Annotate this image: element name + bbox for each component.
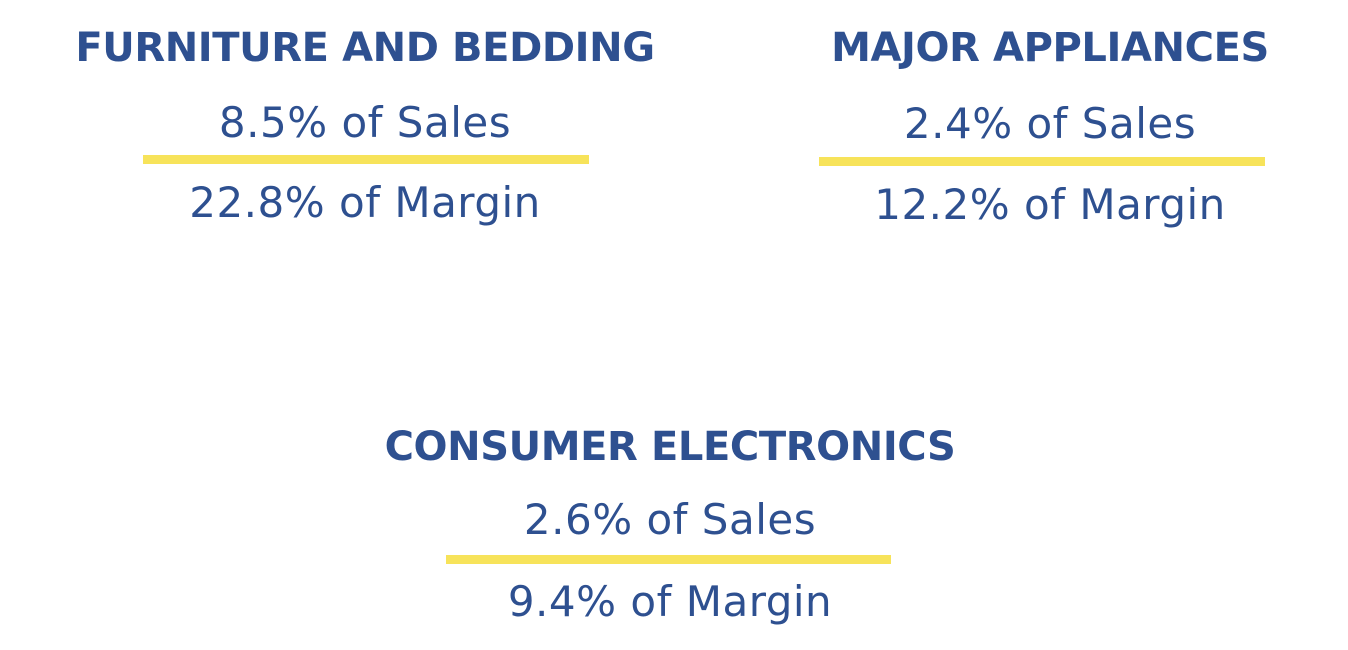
category-title: CONSUMER ELECTRONICS (384, 424, 956, 470)
divider-line (446, 555, 891, 564)
sales-share: 2.4% of Sales (903, 99, 1197, 148)
sales-share: 8.5% of Sales (218, 98, 512, 147)
category-consumer-electronics: CONSUMER ELECTRONICS 2.6% of Sales 9.4% … (330, 427, 1010, 627)
category-furniture-and-bedding: FURNITURE AND BEDDING 8.5% of Sales 22.8… (30, 28, 700, 228)
sales-share: 2.6% of Sales (523, 495, 817, 544)
divider-line (819, 157, 1265, 166)
margin-share: 22.8% of Margin (189, 178, 541, 227)
category-title: FURNITURE AND BEDDING (75, 25, 655, 71)
category-major-appliances: MAJOR APPLIANCES 2.4% of Sales 12.2% of … (790, 28, 1310, 228)
margin-share: 9.4% of Margin (507, 577, 833, 626)
category-title: MAJOR APPLIANCES (831, 25, 1269, 71)
margin-share: 12.2% of Margin (874, 180, 1226, 229)
divider-line (143, 155, 589, 164)
